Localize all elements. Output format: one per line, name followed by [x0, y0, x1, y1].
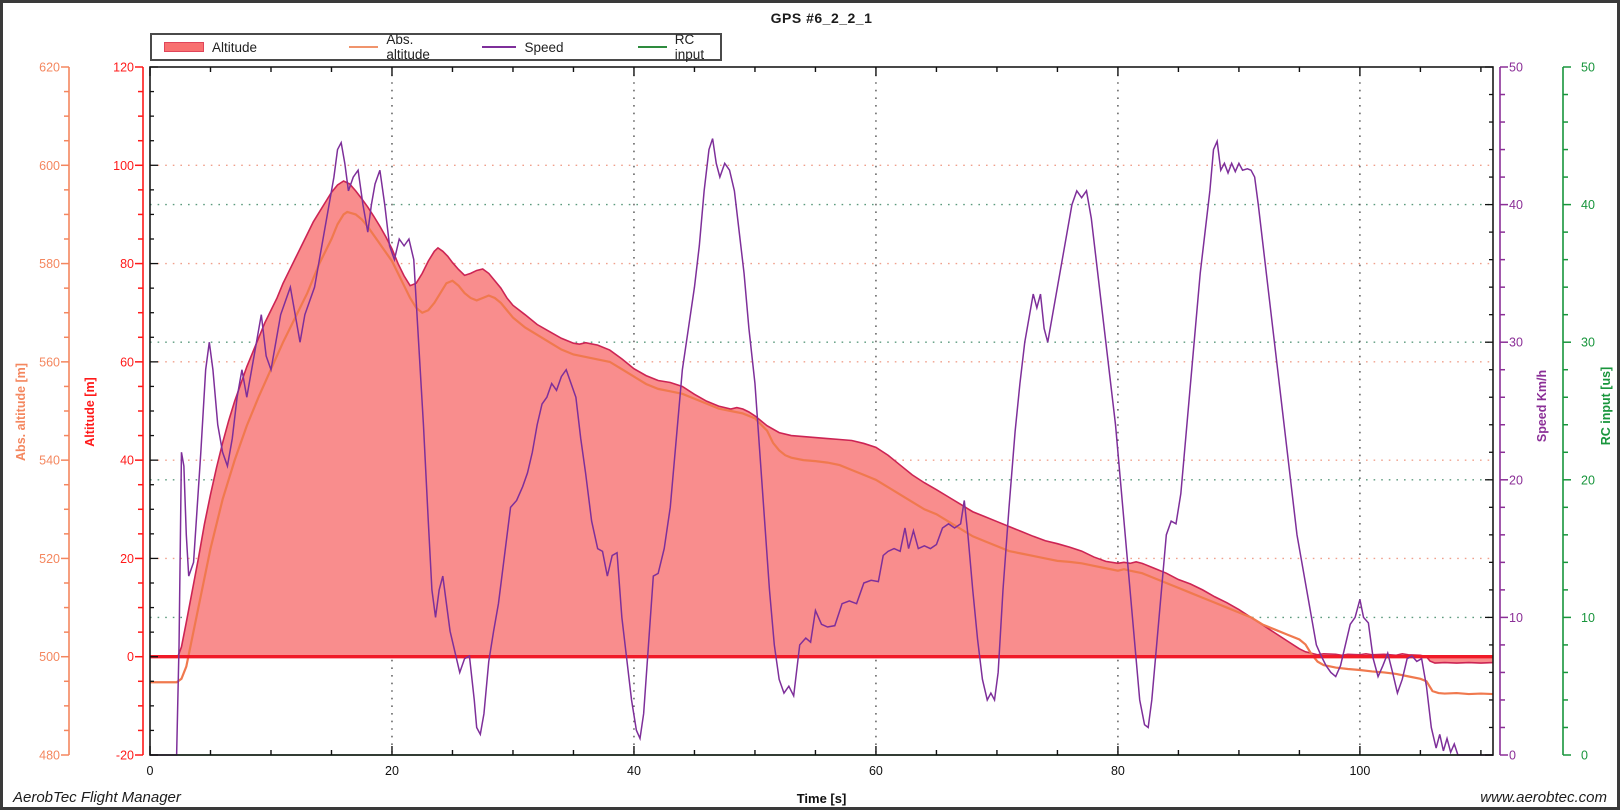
- speed-line: [150, 138, 1493, 756]
- abs-altitude-axis-tick-label: 600: [39, 159, 60, 173]
- abs-altitude-axis-tick-label: 620: [39, 61, 60, 75]
- rc-input-axis-tick-label: 30: [1581, 336, 1595, 350]
- abs-altitude-swatch-icon: [349, 46, 379, 48]
- legend-label: Abs. altitude: [386, 32, 430, 62]
- abs-altitude-axis-title: Abs. altitude [m]: [14, 363, 28, 461]
- time-tick-label: 20: [385, 764, 399, 778]
- rc-input-axis-tick-label: 10: [1581, 611, 1595, 625]
- altitude-axis-tick-label: 80: [120, 257, 134, 271]
- speed-axis-tick-label: 20: [1509, 473, 1523, 487]
- speed-axis-tick-label: 0: [1509, 749, 1516, 763]
- legend-label: Altitude: [212, 39, 258, 55]
- legend-item-speed: Speed: [482, 39, 564, 55]
- rc-input-swatch-icon: [637, 46, 667, 48]
- altitude-axis-tick-label: 0: [127, 650, 134, 664]
- speed-axis-tick-label: 30: [1509, 336, 1523, 350]
- time-tick-label: 80: [1111, 764, 1125, 778]
- altitude-axis-tick-label: -20: [116, 749, 134, 763]
- altitude-axis-tick-label: 100: [113, 159, 134, 173]
- website-text: www.aerobtec.com: [1480, 789, 1607, 806]
- time-tick-label: 0: [147, 764, 154, 778]
- speed-axis-tick-label: 40: [1509, 198, 1523, 212]
- altitude-axis-title: Altitude [m]: [83, 377, 97, 447]
- time-tick-label: 100: [1349, 764, 1370, 778]
- time-tick-label: 40: [627, 764, 641, 778]
- altitude-line: [150, 180, 1494, 664]
- abs-altitude-axis-tick-label: 520: [39, 552, 60, 566]
- altitude-axis-tick-label: 60: [120, 355, 134, 369]
- rc-input-axis-tick-label: 50: [1581, 61, 1595, 75]
- abs-altitude-axis-tick-label: 560: [39, 355, 60, 369]
- legend: Altitude Abs. altitude Speed RC input: [150, 32, 722, 62]
- abs-altitude-axis-tick-label: 540: [39, 454, 60, 468]
- abs-altitude-line: [150, 210, 1494, 696]
- abs-altitude-axis-tick-label: 480: [39, 749, 60, 763]
- rc-input-axis-tick-label: 40: [1581, 198, 1595, 212]
- speed-swatch-icon: [482, 46, 517, 48]
- altitude-axis-tick-label: 20: [120, 552, 134, 566]
- rc-input-axis-tick-label: 20: [1581, 473, 1595, 487]
- rc-input-axis-title: RC input [us]: [1599, 366, 1613, 446]
- legend-label: Speed: [524, 39, 564, 55]
- altitude-swatch-icon: [164, 42, 204, 52]
- chart-title: GPS #6_2_2_1: [770, 10, 873, 26]
- abs-altitude-axis-tick-label: 580: [39, 257, 60, 271]
- legend-label: RC input: [674, 32, 705, 62]
- speed-axis-tick-label: 50: [1509, 61, 1523, 75]
- altitude-area: [150, 181, 1493, 664]
- time-tick-label: 60: [869, 764, 883, 778]
- speed-axis-title: Speed Km/h: [1535, 369, 1549, 443]
- time-axis-title: Time [s]: [796, 791, 847, 806]
- plot-area-svg: 480500520540560580600620-200204060801001…: [39, 61, 1595, 779]
- speed-axis-tick-label: 10: [1509, 611, 1523, 625]
- legend-item-altitude: Altitude: [164, 40, 257, 55]
- abs-altitude-axis-tick-label: 500: [39, 650, 60, 664]
- app-name-text: AerobTec Flight Manager: [13, 789, 181, 806]
- altitude-axis-tick-label: 40: [120, 454, 134, 468]
- rc-input-axis-tick-label: 0: [1581, 749, 1588, 763]
- legend-item-abs-altitude: Abs. altitude: [349, 32, 450, 62]
- legend-item-rc-input: RC input: [637, 32, 720, 62]
- altitude-axis-tick-label: 120: [113, 61, 134, 75]
